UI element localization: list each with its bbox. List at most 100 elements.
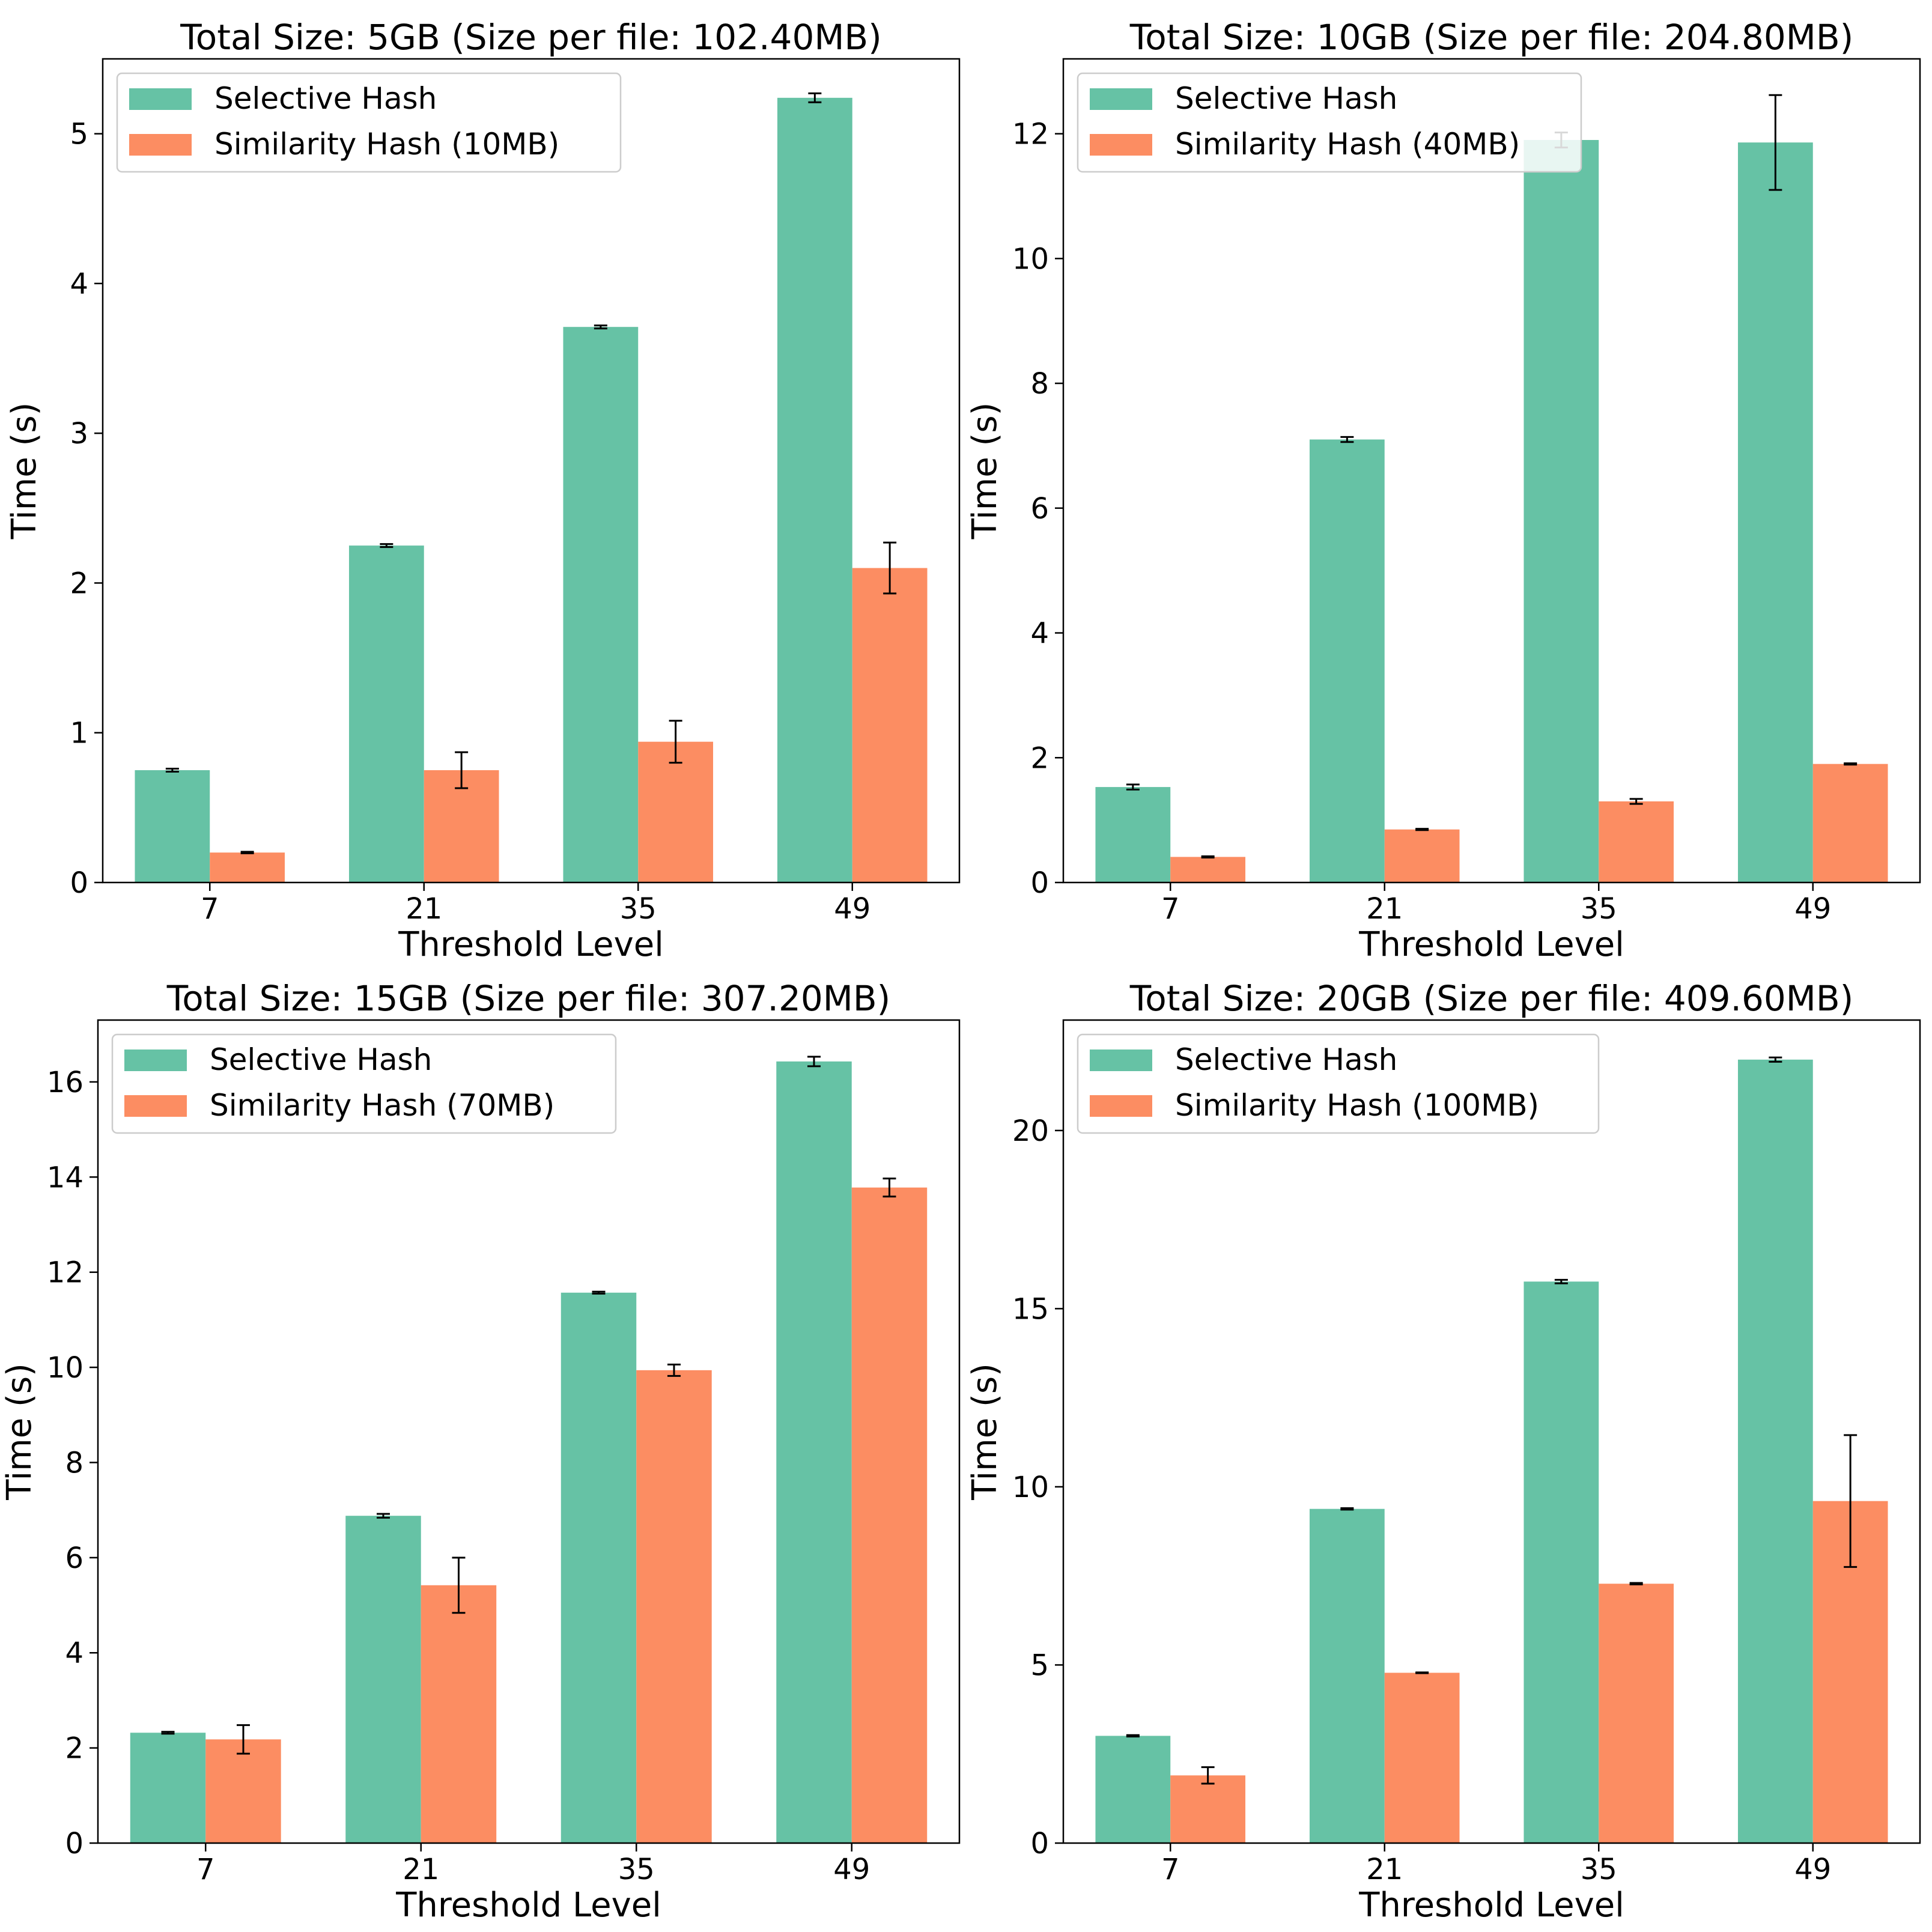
bar-similarity-7 xyxy=(205,1739,281,1843)
x-tick-label: 49 xyxy=(1794,1853,1831,1886)
x-axis-label: Threshold Level xyxy=(395,1886,661,1925)
bar-selective-21 xyxy=(1309,1508,1385,1843)
x-tick-label: 21 xyxy=(402,1853,439,1886)
bar-similarity-7 xyxy=(1170,1775,1246,1843)
error-bar-similarity-21 xyxy=(455,751,469,789)
bar-selective-21 xyxy=(1309,439,1385,882)
y-tick-label: 10 xyxy=(1012,242,1049,276)
legend-label-similarity: Similarity Hash (40MB) xyxy=(1175,127,1520,162)
y-tick-label: 8 xyxy=(65,1446,84,1480)
bar-similarity-21 xyxy=(1384,1672,1460,1843)
y-tick-label: 14 xyxy=(47,1161,84,1194)
error-bar-similarity-49 xyxy=(883,541,897,595)
x-tick-label: 7 xyxy=(196,1853,215,1886)
y-tick-label: 0 xyxy=(65,1827,84,1861)
subplot-15gb: Total Size: 15GB (Size per file: 307.20M… xyxy=(0,978,961,1925)
error-bar-selective-7 xyxy=(161,1731,175,1735)
bar-selective-35 xyxy=(1523,140,1599,883)
x-axis-label: Threshold Level xyxy=(398,925,664,964)
y-tick-label: 12 xyxy=(1012,118,1049,151)
error-bar-selective-49 xyxy=(1769,1056,1782,1063)
legend-frame xyxy=(1077,72,1582,173)
axes-frame xyxy=(1062,58,1921,884)
error-bar-selective-21 xyxy=(377,1513,390,1519)
x-axis-label: Threshold Level xyxy=(1358,925,1624,964)
legend: Selective Hash Similarity Hash (100MB) xyxy=(1077,1033,1600,1134)
legend-label-selective: Selective Hash xyxy=(1175,1042,1397,1077)
error-bar-similarity-7 xyxy=(1201,1766,1215,1785)
legend-frame xyxy=(1077,1033,1600,1134)
y-tick-label: 16 xyxy=(47,1066,84,1099)
bar-selective-35 xyxy=(563,327,639,882)
error-bar-selective-49 xyxy=(1769,94,1782,191)
legend-label-selective: Selective Hash xyxy=(214,81,437,116)
axes-frame xyxy=(97,1019,961,1844)
y-tick-label: 8 xyxy=(1030,367,1049,401)
x-tick-label: 49 xyxy=(834,892,870,926)
error-bar-selective-35 xyxy=(1554,1278,1568,1284)
error-bar-selective-35 xyxy=(594,324,607,330)
x-tick-label: 35 xyxy=(618,1853,655,1886)
subplot-5gb: Total Size: 5GB (Size per file: 102.40MB… xyxy=(5,17,961,964)
x-tick-label: 21 xyxy=(1366,892,1403,926)
error-bar-similarity-7 xyxy=(1201,855,1215,858)
error-bar-similarity-49 xyxy=(1844,762,1858,766)
error-bar-selective-7 xyxy=(1126,783,1140,791)
legend-swatch-selective xyxy=(1090,88,1152,110)
error-bar-selective-7 xyxy=(165,768,179,773)
error-bar-selective-35 xyxy=(592,1290,606,1295)
error-bar-similarity-7 xyxy=(236,1724,250,1755)
y-tick-label: 10 xyxy=(47,1351,84,1385)
bar-selective-21 xyxy=(348,545,424,882)
bar-selective-49 xyxy=(1737,1059,1813,1843)
axes-frame xyxy=(1062,1019,1921,1844)
y-tick-label: 4 xyxy=(70,267,88,301)
chart-title: Total Size: 5GB (Size per file: 102.40MB… xyxy=(180,17,882,58)
x-tick-label: 21 xyxy=(1366,1853,1403,1886)
bar-similarity-35 xyxy=(636,1370,712,1843)
y-tick-label: 6 xyxy=(1030,492,1049,526)
legend-swatch-similarity xyxy=(1090,134,1152,156)
y-tick-label: 15 xyxy=(1012,1292,1049,1326)
bar-selective-7 xyxy=(1095,787,1171,882)
y-tick-label: 0 xyxy=(70,866,88,900)
x-axis-label: Threshold Level xyxy=(1358,1886,1624,1925)
chart-title: Total Size: 15GB (Size per file: 307.20M… xyxy=(166,978,891,1019)
y-axis-label: Time (s) xyxy=(965,1363,1004,1501)
bar-selective-7 xyxy=(130,1733,206,1843)
y-axis-label: Time (s) xyxy=(965,402,1004,540)
x-tick-label: 7 xyxy=(1161,892,1180,926)
legend: Selective Hash Similarity Hash (40MB) xyxy=(1077,72,1582,173)
legend-frame xyxy=(111,1033,617,1134)
bar-similarity-21 xyxy=(1384,829,1460,882)
legend-swatch-selective xyxy=(129,88,192,110)
bar-selective-49 xyxy=(776,1061,852,1843)
chart-title: Total Size: 20GB (Size per file: 409.60M… xyxy=(1129,978,1854,1019)
error-bar-selective-49 xyxy=(808,92,822,103)
y-tick-label: 2 xyxy=(70,567,88,600)
y-tick-label: 5 xyxy=(1030,1648,1049,1682)
legend-swatch-selective xyxy=(124,1050,187,1071)
error-bar-similarity-35 xyxy=(1629,1582,1643,1585)
y-tick-label: 0 xyxy=(1030,1827,1049,1861)
error-bar-similarity-49 xyxy=(882,1177,896,1198)
legend-swatch-similarity xyxy=(124,1095,187,1117)
error-bar-selective-21 xyxy=(1340,1507,1354,1511)
legend-label-similarity: Similarity Hash (100MB) xyxy=(1175,1088,1539,1123)
legend-frame xyxy=(116,72,622,173)
subplot-20gb: Total Size: 20GB (Size per file: 409.60M… xyxy=(965,978,1921,1925)
legend-swatch-similarity xyxy=(1090,1095,1152,1117)
y-tick-label: 6 xyxy=(65,1542,84,1575)
bar-similarity-49 xyxy=(851,1187,928,1843)
bar-selective-35 xyxy=(560,1292,637,1843)
y-axis-label: Time (s) xyxy=(5,402,44,540)
error-bar-similarity-35 xyxy=(669,720,682,764)
bar-similarity-35 xyxy=(638,741,714,882)
legend: Selective Hash Similarity Hash (10MB) xyxy=(116,72,622,173)
legend-swatch-selective xyxy=(1090,1050,1152,1071)
x-tick-label: 35 xyxy=(1581,892,1617,926)
bar-similarity-35 xyxy=(1599,1584,1674,1843)
y-tick-label: 10 xyxy=(1012,1471,1049,1504)
error-bar-selective-49 xyxy=(807,1056,821,1068)
